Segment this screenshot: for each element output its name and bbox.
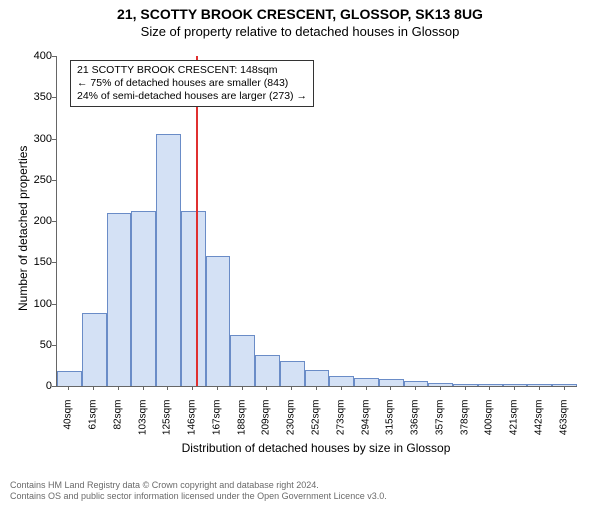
x-tick-label: 378sqm <box>459 400 470 450</box>
x-tick-mark <box>242 386 243 390</box>
histogram-bar <box>181 211 206 386</box>
x-tick-mark <box>291 386 292 390</box>
x-tick-label: 252sqm <box>311 400 322 450</box>
x-tick-label: 294sqm <box>360 400 371 450</box>
x-tick-mark <box>440 386 441 390</box>
x-tick-label: 357sqm <box>434 400 445 450</box>
y-tick-label: 100 <box>22 298 52 310</box>
x-tick-mark <box>118 386 119 390</box>
x-tick-mark <box>93 386 94 390</box>
histogram-bar <box>354 378 379 386</box>
annotation-line: ← 75% of detached houses are smaller (84… <box>77 77 307 90</box>
y-tick-label: 300 <box>22 133 52 145</box>
histogram-bar <box>206 256 231 386</box>
footer-line2: Contains OS and public sector informatio… <box>10 491 387 502</box>
histogram-bar <box>57 371 82 386</box>
histogram-bar <box>379 379 404 386</box>
x-tick-label: 209sqm <box>261 400 272 450</box>
y-tick-mark <box>52 221 56 222</box>
y-axis-label: Number of detached properties <box>16 146 30 311</box>
histogram-bar <box>428 383 453 386</box>
histogram-bar <box>255 355 280 386</box>
y-tick-label: 200 <box>22 215 52 227</box>
x-tick-label: 103sqm <box>137 400 148 450</box>
y-tick-label: 150 <box>22 256 52 268</box>
x-tick-mark <box>192 386 193 390</box>
x-tick-label: 167sqm <box>211 400 222 450</box>
y-tick-mark <box>52 345 56 346</box>
annotation-line: 24% of semi-detached houses are larger (… <box>77 90 307 103</box>
x-tick-mark <box>366 386 367 390</box>
histogram-bar <box>156 134 181 386</box>
x-tick-mark <box>341 386 342 390</box>
x-tick-mark <box>539 386 540 390</box>
footer-line1: Contains HM Land Registry data © Crown c… <box>10 480 387 491</box>
chart-title-main: 21, SCOTTY BROOK CRESCENT, GLOSSOP, SK13… <box>0 6 600 22</box>
x-tick-label: 336sqm <box>410 400 421 450</box>
y-tick-label: 400 <box>22 50 52 62</box>
x-tick-label: 61sqm <box>88 400 99 450</box>
x-tick-label: 230sqm <box>286 400 297 450</box>
histogram-bar <box>329 376 354 386</box>
y-tick-label: 0 <box>22 380 52 392</box>
y-tick-label: 250 <box>22 174 52 186</box>
x-tick-mark <box>489 386 490 390</box>
x-tick-label: 125sqm <box>162 400 173 450</box>
footer-attribution: Contains HM Land Registry data © Crown c… <box>10 480 387 502</box>
histogram-bar <box>527 384 552 386</box>
x-tick-mark <box>514 386 515 390</box>
y-tick-mark <box>52 139 56 140</box>
x-tick-mark <box>390 386 391 390</box>
x-tick-label: 400sqm <box>484 400 495 450</box>
x-tick-label: 463sqm <box>558 400 569 450</box>
y-tick-mark <box>52 180 56 181</box>
histogram-bar <box>82 313 107 386</box>
x-tick-mark <box>143 386 144 390</box>
x-tick-label: 442sqm <box>533 400 544 450</box>
x-tick-label: 421sqm <box>509 400 520 450</box>
x-tick-mark <box>316 386 317 390</box>
histogram-bar <box>552 384 577 386</box>
chart-container: 21, SCOTTY BROOK CRESCENT, GLOSSOP, SK13… <box>0 6 600 506</box>
y-tick-mark <box>52 56 56 57</box>
x-tick-label: 188sqm <box>236 400 247 450</box>
x-tick-mark <box>217 386 218 390</box>
histogram-bar <box>453 384 478 386</box>
x-tick-label: 40sqm <box>63 400 74 450</box>
x-tick-mark <box>564 386 565 390</box>
y-tick-label: 50 <box>22 339 52 351</box>
annotation-box: 21 SCOTTY BROOK CRESCENT: 148sqm← 75% of… <box>70 60 314 107</box>
histogram-bar <box>305 370 330 387</box>
x-tick-mark <box>167 386 168 390</box>
y-tick-mark <box>52 97 56 98</box>
annotation-line: 21 SCOTTY BROOK CRESCENT: 148sqm <box>77 64 307 77</box>
histogram-bar <box>131 211 156 386</box>
y-tick-mark <box>52 262 56 263</box>
x-tick-label: 82sqm <box>112 400 123 450</box>
histogram-bar <box>230 335 255 386</box>
x-tick-mark <box>68 386 69 390</box>
x-tick-label: 273sqm <box>335 400 346 450</box>
y-tick-label: 350 <box>22 91 52 103</box>
histogram-bar <box>107 213 132 386</box>
x-tick-label: 315sqm <box>385 400 396 450</box>
chart-title-sub: Size of property relative to detached ho… <box>0 24 600 39</box>
x-tick-label: 146sqm <box>187 400 198 450</box>
y-tick-mark <box>52 386 56 387</box>
x-tick-mark <box>266 386 267 390</box>
y-tick-mark <box>52 304 56 305</box>
x-tick-mark <box>415 386 416 390</box>
histogram-bar <box>280 361 305 386</box>
x-tick-mark <box>465 386 466 390</box>
